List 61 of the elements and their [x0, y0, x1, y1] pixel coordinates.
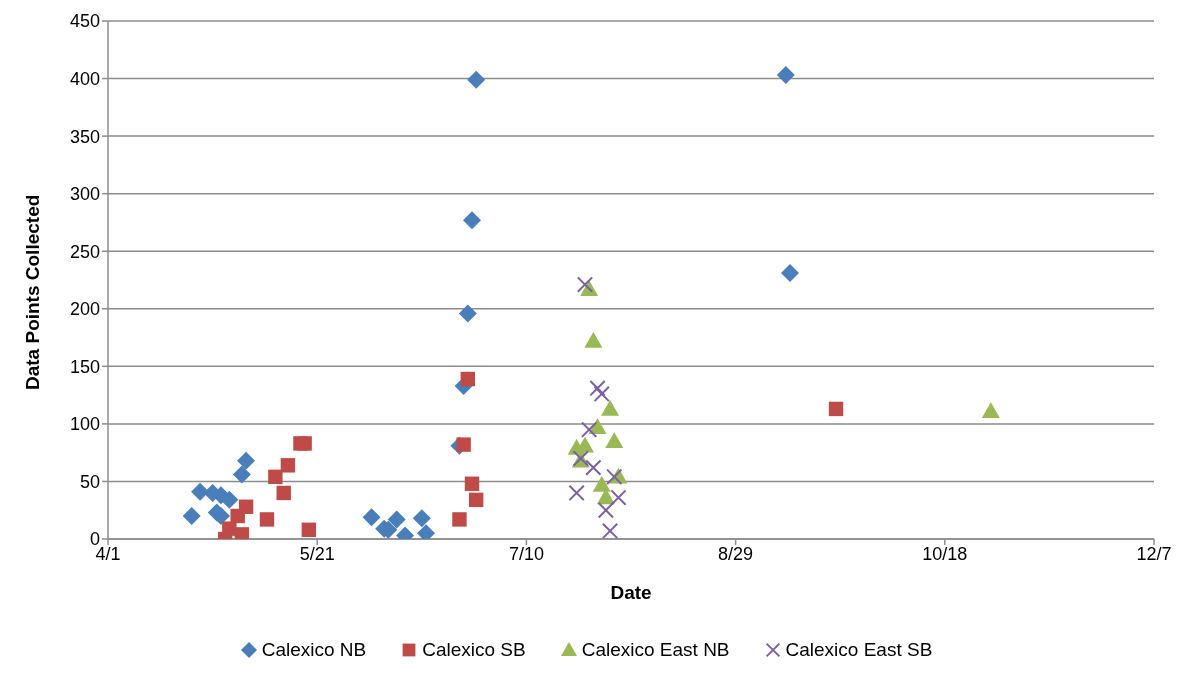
point	[456, 437, 471, 452]
y-tick-label: 0	[89, 529, 100, 550]
x-tick-label: 5/21	[299, 543, 335, 564]
point	[776, 66, 795, 85]
legend-label: Calexico NB	[260, 639, 367, 661]
point	[605, 432, 624, 448]
y-tick-label: 300	[69, 184, 100, 205]
point	[182, 506, 201, 525]
y-tick-label: 200	[69, 299, 100, 320]
point	[828, 401, 844, 417]
x-tick-label: 7/10	[508, 543, 544, 564]
point	[452, 512, 467, 527]
point	[592, 475, 611, 492]
point	[601, 399, 620, 416]
point	[610, 489, 627, 506]
point	[464, 476, 480, 491]
x-axis-title: Date	[610, 582, 652, 603]
point	[259, 512, 275, 527]
point	[412, 509, 431, 528]
point	[232, 465, 251, 484]
point	[589, 380, 606, 397]
point	[780, 264, 799, 283]
point	[606, 468, 623, 486]
point	[601, 522, 619, 539]
point	[268, 469, 283, 485]
point	[237, 451, 256, 470]
point	[460, 371, 476, 387]
point	[468, 492, 484, 508]
point	[280, 458, 296, 473]
point	[234, 527, 250, 539]
x-tick-label: 8/29	[718, 543, 754, 564]
y-tick-label: 400	[69, 68, 100, 89]
point	[458, 304, 477, 323]
point	[576, 276, 594, 293]
y-tick-label: 250	[69, 241, 100, 262]
y-axis-title: Data Points Collected	[21, 194, 43, 390]
point	[580, 421, 598, 438]
y-tick-label: 100	[69, 414, 100, 435]
point	[276, 485, 291, 501]
y-tick-label: 450	[69, 11, 100, 32]
point	[593, 385, 610, 403]
point	[220, 490, 239, 509]
legend-label: Calexico East SB	[784, 639, 933, 661]
y-tick-label: 350	[69, 126, 100, 147]
point	[297, 436, 312, 451]
legend-label: Calexico SB	[421, 639, 526, 661]
point	[467, 70, 486, 89]
point	[597, 502, 615, 519]
point	[463, 211, 482, 230]
y-tick-label: 50	[79, 471, 100, 492]
point	[301, 522, 317, 537]
point	[387, 510, 406, 529]
point	[568, 484, 585, 502]
point	[981, 402, 1000, 418]
point	[584, 332, 603, 348]
x-tick-label: 10/18	[922, 543, 968, 564]
y-tick-label: 150	[69, 356, 100, 377]
x-tick-label: 12/7	[1136, 543, 1172, 564]
point	[585, 459, 602, 476]
point	[362, 508, 381, 527]
legend-label: Calexico East NB	[580, 639, 730, 661]
